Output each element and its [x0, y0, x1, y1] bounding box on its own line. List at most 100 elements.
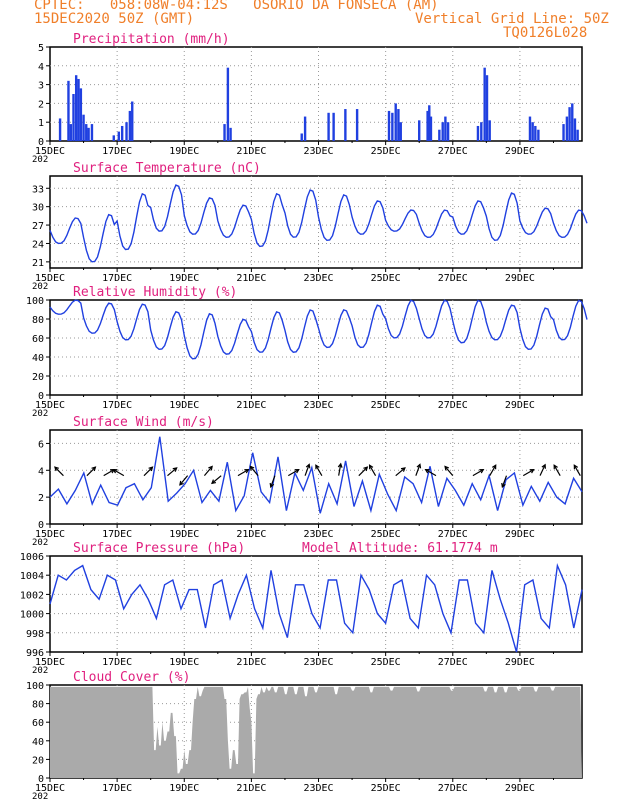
precip-bar — [418, 120, 421, 141]
precip-bar — [128, 110, 132, 141]
wind-arrowhead — [305, 463, 311, 469]
x-tick-label: 17DEC — [102, 783, 132, 794]
x-tick-label: 19DEC — [169, 657, 199, 668]
precip-bar — [391, 112, 394, 141]
x-tick-label: 27DEC — [438, 400, 468, 411]
header-station: CPTEC: 058:08W-04:12S OSORIO DA FONSECA … — [34, 0, 439, 13]
y-tick-label: 60 — [32, 334, 44, 345]
wind-arrow — [237, 469, 249, 477]
precip-bar — [303, 116, 307, 141]
y-tick-label: 0 — [38, 774, 44, 785]
year-label: 202 — [32, 409, 48, 419]
x-tick-label: 27DEC — [438, 657, 468, 668]
y-tick-label: 33 — [32, 184, 44, 195]
x-tick-label: 29DEC — [505, 657, 535, 668]
precip-bar — [441, 122, 444, 141]
precip-bar — [226, 67, 230, 141]
panel-2: 15DEC 17DEC 19DEC 21DEC 23DEC 25DEC 27DEC 29DEC… — [26, 285, 588, 419]
wind-arrowhead — [444, 465, 450, 471]
x-tick-label: 23DEC — [303, 400, 333, 411]
precip-bar — [485, 75, 489, 141]
wind-arrow — [425, 469, 437, 477]
panel-title: Precipitation (mm/h) — [73, 32, 230, 47]
precip-bar — [528, 116, 532, 141]
x-tick-label: 23DEC — [303, 146, 333, 157]
wind-arrowhead — [368, 464, 374, 470]
wind-arrowhead — [424, 469, 430, 474]
y-tick-label: 996 — [26, 648, 44, 659]
panel-title: Surface Temperature (nC) — [73, 161, 261, 176]
x-tick-label: 19DEC — [169, 273, 199, 284]
year-label: 202 — [32, 155, 48, 165]
x-tick-label: 21DEC — [236, 146, 266, 157]
panel-title: Surface Pressure (hPa) — [73, 541, 245, 556]
y-tick-label: 3 — [38, 81, 44, 92]
x-tick-label: 23DEC — [303, 273, 333, 284]
precip-bar — [534, 125, 537, 141]
y-tick-label: 998 — [26, 629, 44, 640]
wind-arrow — [288, 469, 300, 477]
y-tick-label: 20 — [32, 755, 44, 766]
y-tick-label: 80 — [32, 315, 44, 326]
header-grid-note: Vertical Grid Line: 50Z — [415, 11, 609, 27]
wind-arrow — [249, 466, 259, 477]
x-tick-label: 15DEC — [35, 657, 65, 668]
y-tick-label: 1 — [38, 118, 44, 129]
panel-title: Cloud Cover (%) — [73, 670, 190, 685]
precip-bar — [332, 112, 335, 141]
wind-arrow — [539, 464, 546, 476]
wind-arrow — [270, 475, 276, 488]
x-tick-label: 21DEC — [236, 273, 266, 284]
precip-bar — [568, 107, 571, 141]
precip-bar — [120, 125, 124, 141]
x-tick-label: 23DEC — [303, 783, 333, 794]
y-tick-label: 1006 — [20, 552, 44, 563]
wind-arrowhead — [244, 469, 250, 474]
precip-bar — [562, 124, 565, 141]
wind-arrowhead — [479, 469, 485, 474]
wind-arrow — [472, 469, 484, 477]
y-tick-label: 0 — [38, 520, 44, 531]
x-tick-label: 23DEC — [303, 657, 333, 668]
y-tick-label: 4 — [38, 62, 44, 73]
y-tick-label: 60 — [32, 718, 44, 729]
wind-arrowhead — [172, 467, 178, 472]
panel-frame — [49, 429, 583, 525]
panel-1: 15DEC 17DEC 19DEC 21DEC 23DEC 25DEC 27DEC 29DEC… — [32, 161, 588, 292]
wind-arrow — [369, 464, 377, 476]
panel-title: Surface Wind (m/s) — [73, 415, 214, 430]
precip-bar — [426, 110, 429, 141]
wind-arrow — [113, 469, 125, 477]
precip-bar — [476, 125, 480, 141]
x-tick-label: 15DEC — [35, 783, 65, 794]
series-line — [49, 562, 583, 653]
year-label: 202 — [32, 792, 48, 800]
wind-arrowhead — [91, 466, 97, 472]
wind-arrow — [489, 464, 497, 476]
x-tick-label: 17DEC — [102, 400, 132, 411]
x-tick-label: 15DEC — [35, 146, 65, 157]
wind-arrow — [338, 463, 342, 476]
panel-5: 15DEC 17DEC 19DEC 21DEC 23DEC 25DEC 27DEC 29DEC… — [26, 670, 583, 800]
header-model: TQ0126L028 — [503, 25, 588, 41]
precip-bar — [117, 131, 121, 141]
wind-arrow — [54, 466, 64, 477]
x-tick-label: 27DEC — [438, 783, 468, 794]
precip-bar — [87, 127, 90, 141]
wind-arrowhead — [208, 465, 213, 471]
wind-arrow — [143, 466, 153, 477]
wind-arrowhead — [315, 464, 320, 470]
year-label: 202 — [32, 538, 48, 548]
precip-bar — [223, 124, 226, 141]
precip-bar — [565, 116, 569, 141]
wind-arrow — [103, 469, 115, 477]
precip-bar — [573, 118, 577, 141]
wind-arrow — [86, 466, 96, 477]
panel-frame — [49, 46, 583, 142]
y-tick-label: 24 — [32, 239, 44, 250]
wind-arrowhead — [148, 466, 154, 472]
y-tick-label: 0 — [38, 137, 44, 148]
wind-arrowhead — [211, 479, 217, 485]
panel-0: 15DEC 17DEC 19DEC 21DEC 23DEC 25DEC 27DEC 29DEC… — [32, 32, 583, 165]
